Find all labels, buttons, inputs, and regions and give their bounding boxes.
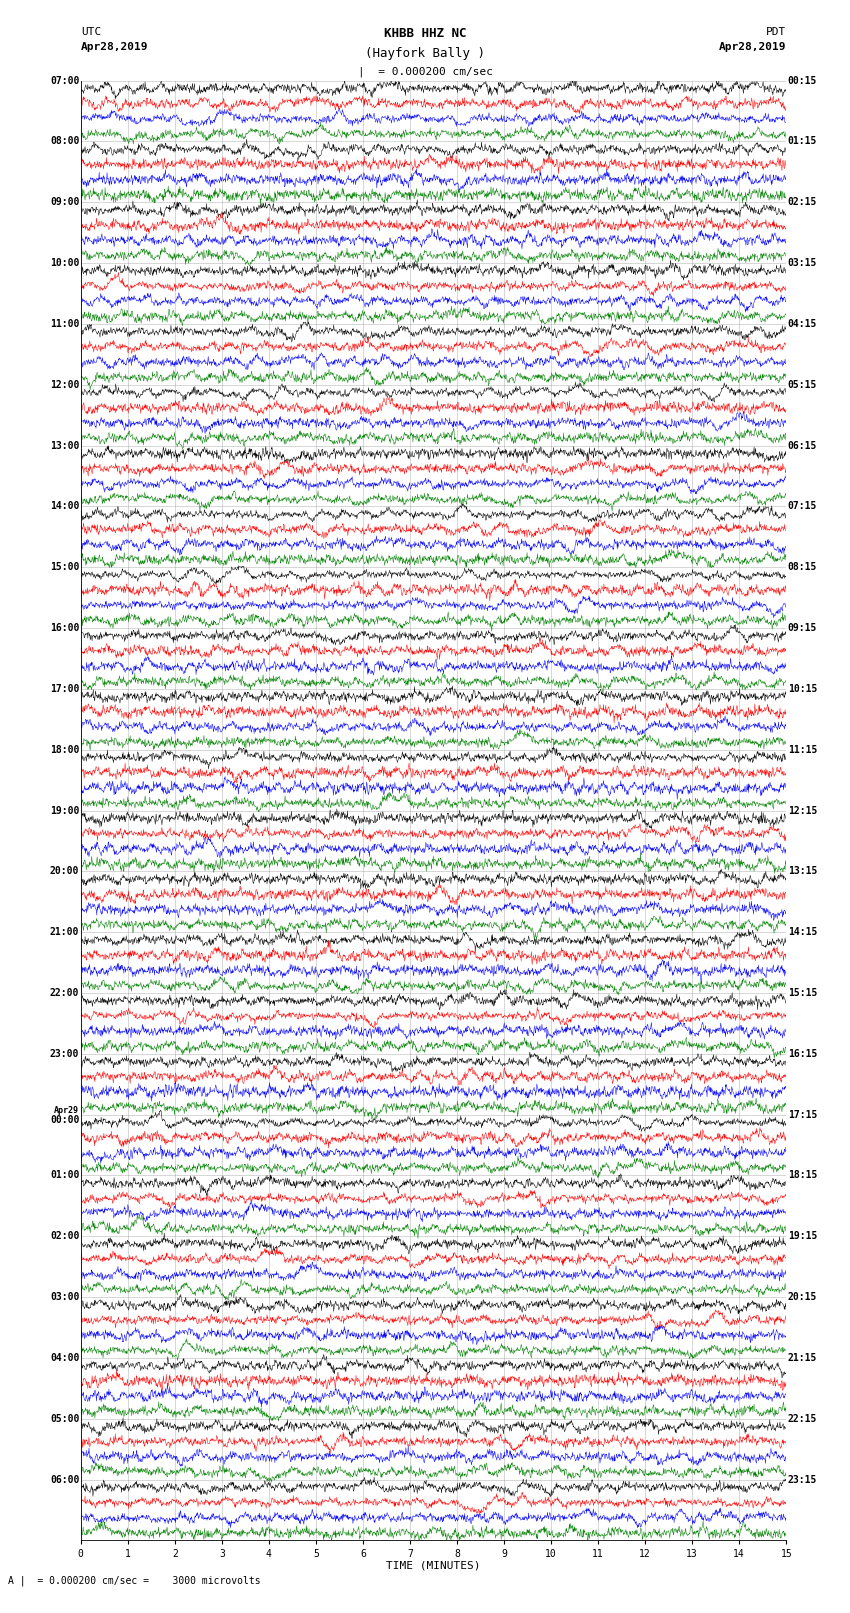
Text: PDT: PDT [766, 27, 786, 37]
Text: 22:00: 22:00 [50, 989, 79, 998]
Text: A |  = 0.000200 cm/sec =    3000 microvolts: A | = 0.000200 cm/sec = 3000 microvolts [8, 1576, 261, 1586]
Text: 23:15: 23:15 [788, 1474, 817, 1484]
Text: 06:15: 06:15 [788, 440, 817, 450]
Text: 18:00: 18:00 [50, 745, 79, 755]
Text: 02:00: 02:00 [50, 1231, 79, 1242]
Text: 19:15: 19:15 [788, 1231, 817, 1242]
Text: 04:15: 04:15 [788, 319, 817, 329]
Text: 17:15: 17:15 [788, 1110, 817, 1119]
Text: 22:15: 22:15 [788, 1413, 817, 1424]
Text: 09:15: 09:15 [788, 623, 817, 632]
Text: 02:15: 02:15 [788, 197, 817, 208]
Text: Apr28,2019: Apr28,2019 [81, 42, 148, 52]
Text: 01:15: 01:15 [788, 137, 817, 147]
Text: 00:15: 00:15 [788, 76, 817, 85]
Text: (Hayfork Bally ): (Hayfork Bally ) [365, 47, 485, 60]
Text: 16:00: 16:00 [50, 623, 79, 632]
Text: 07:00: 07:00 [50, 76, 79, 85]
Text: 23:00: 23:00 [50, 1048, 79, 1058]
Text: 08:00: 08:00 [50, 137, 79, 147]
Text: 13:00: 13:00 [50, 440, 79, 450]
Text: 00:00: 00:00 [50, 1115, 79, 1124]
Text: 12:00: 12:00 [50, 379, 79, 390]
Text: 18:15: 18:15 [788, 1171, 817, 1181]
Text: 01:00: 01:00 [50, 1171, 79, 1181]
Text: 14:00: 14:00 [50, 502, 79, 511]
Text: 05:15: 05:15 [788, 379, 817, 390]
Text: 20:15: 20:15 [788, 1292, 817, 1302]
Text: |  = 0.000200 cm/sec: | = 0.000200 cm/sec [358, 66, 492, 77]
Text: 06:00: 06:00 [50, 1474, 79, 1484]
Text: 17:00: 17:00 [50, 684, 79, 694]
Text: 13:15: 13:15 [788, 866, 817, 876]
Text: 10:00: 10:00 [50, 258, 79, 268]
Text: 20:00: 20:00 [50, 866, 79, 876]
Text: 21:15: 21:15 [788, 1353, 817, 1363]
Text: Apr28,2019: Apr28,2019 [719, 42, 786, 52]
Text: 04:00: 04:00 [50, 1353, 79, 1363]
Text: 10:15: 10:15 [788, 684, 817, 694]
Text: 08:15: 08:15 [788, 563, 817, 573]
Text: 19:00: 19:00 [50, 805, 79, 816]
Text: 03:15: 03:15 [788, 258, 817, 268]
Text: 21:00: 21:00 [50, 927, 79, 937]
Text: 16:15: 16:15 [788, 1048, 817, 1058]
Text: 15:15: 15:15 [788, 989, 817, 998]
X-axis label: TIME (MINUTES): TIME (MINUTES) [386, 1561, 481, 1571]
Text: 07:15: 07:15 [788, 502, 817, 511]
Text: 03:00: 03:00 [50, 1292, 79, 1302]
Text: 12:15: 12:15 [788, 805, 817, 816]
Text: 09:00: 09:00 [50, 197, 79, 208]
Text: Apr29: Apr29 [54, 1105, 79, 1115]
Text: UTC: UTC [81, 27, 101, 37]
Text: 15:00: 15:00 [50, 563, 79, 573]
Text: 05:00: 05:00 [50, 1413, 79, 1424]
Text: 11:15: 11:15 [788, 745, 817, 755]
Text: 14:15: 14:15 [788, 927, 817, 937]
Text: 11:00: 11:00 [50, 319, 79, 329]
Text: KHBB HHZ NC: KHBB HHZ NC [383, 27, 467, 40]
